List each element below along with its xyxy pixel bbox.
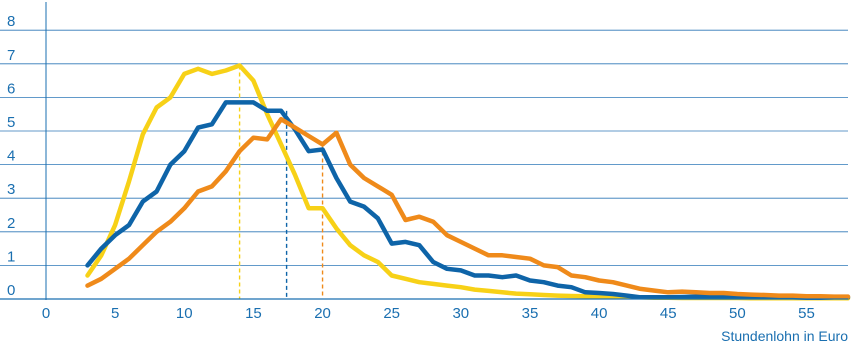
y-tick-label: 8 — [7, 13, 15, 30]
x-tick-label: 30 — [452, 305, 469, 322]
x-tick-label: 10 — [176, 305, 193, 322]
x-axis-label: Stundenlohn in Euro — [721, 328, 848, 344]
y-tick-label: 0 — [7, 282, 15, 299]
y-tick-label: 7 — [7, 47, 15, 64]
series-line-1 — [85, 63, 851, 301]
y-tick-label: 4 — [7, 148, 15, 165]
x-tick-labels: 0 5 10 15 20 25 30 35 40 45 50 55 — [42, 305, 815, 322]
axes — [0, 2, 848, 300]
x-tick-label: 5 — [111, 305, 119, 322]
x-tick-label: 35 — [522, 305, 539, 322]
x-tick-label: 20 — [314, 305, 331, 322]
x-tick-label: 55 — [798, 305, 815, 322]
y-tick-label: 5 — [7, 114, 15, 131]
x-tick-label: 50 — [729, 305, 746, 322]
y-tick-label: 1 — [7, 248, 15, 265]
series-lines — [85, 63, 851, 301]
y-tick-label: 3 — [7, 181, 15, 198]
y-tick-labels: 0 1 2 3 4 5 6 7 8 — [7, 13, 15, 299]
series-line-3 — [85, 116, 851, 299]
x-tick-label: 0 — [42, 305, 50, 322]
gridlines — [0, 29, 848, 266]
x-tick-label: 40 — [591, 305, 608, 322]
x-tick-label: 15 — [245, 305, 262, 322]
y-tick-label: 2 — [7, 215, 15, 232]
x-tick-label: 25 — [383, 305, 400, 322]
x-tick-label: 45 — [660, 305, 677, 322]
series-line-2 — [85, 100, 851, 300]
y-tick-label: 6 — [7, 80, 15, 97]
